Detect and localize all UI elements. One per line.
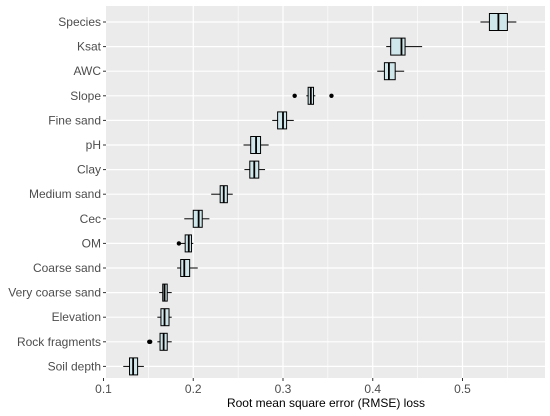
- y-tick-label: Soil depth: [48, 359, 101, 373]
- y-tick-label: Ksat: [77, 40, 102, 54]
- box-medium-sand: [211, 185, 233, 204]
- y-tick-label: Fine sand: [48, 113, 101, 127]
- box-om: [176, 234, 194, 253]
- box-soil-depth: [123, 357, 144, 376]
- box-species: [480, 13, 517, 31]
- y-tick-label: Species: [58, 15, 101, 29]
- y-tick-label: Very coarse sand: [8, 286, 101, 300]
- box-clay: [244, 160, 266, 179]
- box-awc: [377, 62, 405, 81]
- y-axis: Species Ksat AWC Slope Fine sand pH Clay Medium…: [8, 15, 106, 373]
- box-slope: [292, 86, 334, 105]
- x-tick-label: 0.2: [185, 382, 202, 396]
- outlier-point: [147, 339, 153, 344]
- x-tick-label: 0.1: [95, 382, 112, 396]
- grid-lines: [106, 6, 545, 378]
- x-tick-label: 0.5: [454, 382, 471, 396]
- panel-background: [106, 6, 545, 378]
- box-fine-sand: [272, 111, 294, 130]
- y-tick-label: Coarse sand: [33, 261, 101, 275]
- box-rock-fragments: [147, 332, 172, 351]
- y-tick-label: Elevation: [52, 310, 101, 324]
- box-elevation: [157, 308, 172, 327]
- x-tick-label: 0.4: [364, 382, 381, 396]
- outlier-point: [292, 93, 297, 99]
- box-coarse-sand: [177, 259, 198, 277]
- y-tick-label: AWC: [73, 64, 101, 78]
- box-cec: [184, 209, 210, 228]
- y-tick-label: pH: [86, 138, 101, 152]
- y-tick-label: Clay: [77, 163, 101, 177]
- box-ph: [243, 136, 269, 154]
- box-series: [123, 13, 517, 376]
- box-ksat: [386, 37, 423, 56]
- x-axis-title: Root mean square error (RMSE) loss: [227, 396, 425, 410]
- outlier-point: [329, 93, 334, 99]
- outlier-point: [176, 241, 182, 246]
- y-tick-label: Medium sand: [29, 187, 101, 201]
- box-very-coarse-sand: [159, 283, 172, 302]
- y-tick-label: Cec: [80, 212, 101, 226]
- y-tick-label: Rock fragments: [17, 335, 101, 349]
- x-tick-label: 0.3: [275, 382, 292, 396]
- y-tick-label: OM: [82, 236, 101, 250]
- x-axis: 0.1 0.2 0.3 0.4 0.5: [95, 378, 471, 396]
- iqr-box: [390, 37, 406, 56]
- y-tick-label: Slope: [70, 89, 101, 103]
